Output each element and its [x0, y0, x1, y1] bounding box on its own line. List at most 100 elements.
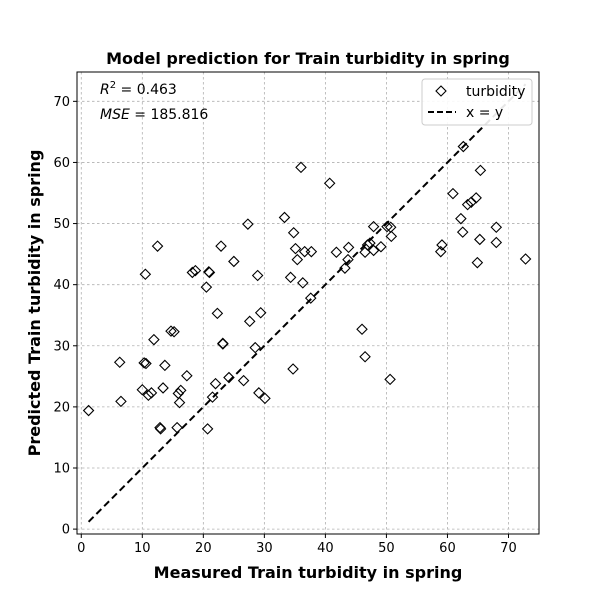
data-point-marker: [375, 241, 387, 253]
data-point-marker: [385, 230, 398, 243]
data-point-marker: [206, 391, 219, 403]
mse-value: = 185.816: [130, 107, 209, 123]
data-point-marker: [323, 177, 336, 189]
legend-label-turbidity: turbidity: [466, 84, 525, 100]
data-point-marker: [251, 269, 264, 282]
data-point-marker: [289, 242, 302, 255]
y-tick-label: 40: [53, 278, 70, 293]
data-point-marker: [295, 161, 307, 174]
x-tick-label: 70: [500, 541, 517, 556]
data-point-marker: [249, 341, 261, 354]
mse-label: MSE: [100, 107, 130, 123]
data-point-marker: [209, 377, 222, 390]
data-point-marker: [165, 325, 177, 337]
data-point-marker: [82, 404, 95, 417]
data-point-marker: [168, 325, 180, 338]
data-point-marker: [339, 262, 351, 274]
data-point-marker: [287, 226, 300, 239]
x-axis-label: Measured Train turbidity in spring: [154, 563, 463, 582]
data-point-marker: [157, 382, 169, 394]
data-point-marker: [330, 246, 343, 259]
data-point-marker: [115, 395, 127, 408]
r2-annotation: R2 = 0.463: [100, 80, 177, 98]
data-point-marker: [470, 192, 482, 204]
x-tick-label: 10: [134, 541, 151, 556]
data-point-marker: [223, 371, 235, 384]
data-point-marker: [145, 387, 158, 399]
data-point-marker: [215, 240, 227, 252]
data-point-marker: [356, 323, 368, 336]
data-point-marker: [359, 351, 371, 363]
y-tick-label: 70: [53, 95, 70, 110]
data-point-marker: [142, 389, 155, 402]
r2-label: R: [100, 82, 110, 98]
data-point-marker: [201, 423, 214, 435]
data-point-marker: [228, 255, 240, 268]
data-point-marker: [381, 220, 393, 233]
data-point-marker: [471, 256, 484, 269]
data-point-marker: [519, 253, 532, 265]
y-tick-label: 10: [53, 462, 70, 477]
y-axis-label: Predicted Train turbidity in spring: [25, 150, 44, 457]
data-point-marker: [457, 140, 470, 153]
data-point-marker: [367, 244, 380, 257]
legend-box: [421, 78, 533, 126]
data-point-marker: [113, 356, 126, 369]
mse-annotation: MSE = 185.816: [100, 107, 208, 123]
data-point-marker: [138, 357, 150, 369]
data-point-marker: [200, 281, 213, 293]
data-point-marker: [259, 392, 271, 405]
legend-diamond-icon: [435, 85, 447, 97]
y-tick-label: 50: [53, 217, 70, 232]
y-tick-label: 20: [53, 400, 70, 415]
data-point-marker: [342, 253, 354, 266]
data-point-marker: [173, 396, 186, 409]
data-point-marker: [287, 363, 299, 375]
data-point-marker: [140, 357, 152, 370]
data-point-marker: [342, 241, 355, 254]
data-point-marker: [186, 266, 199, 279]
data-point-marker: [364, 237, 376, 249]
data-point-marker: [284, 271, 297, 284]
data-point-marker: [305, 245, 318, 258]
y-tick-label: 0: [62, 523, 70, 538]
data-point-marker: [447, 187, 459, 200]
tick-layer: 0 10 20 30 40 50 60 70 0 10 20 30 40 50 60 70: [53, 95, 516, 556]
data-point-marker: [456, 226, 469, 238]
x-tick-label: 20: [195, 541, 212, 556]
y-tick-label: 60: [53, 156, 70, 171]
data-point-marker: [361, 239, 374, 251]
data-point-marker: [159, 359, 171, 372]
x-tick-label: 40: [317, 541, 334, 556]
data-point-marker: [189, 264, 202, 277]
data-point-marker: [474, 233, 486, 246]
x-tick-label: 60: [439, 541, 456, 556]
data-point-marker: [211, 307, 224, 320]
y-tick-label: 30: [53, 339, 70, 354]
data-point-marker: [203, 266, 216, 279]
data-point-marker: [490, 221, 503, 233]
data-point-marker: [278, 211, 291, 224]
data-point-marker: [151, 240, 164, 252]
legend: turbidity x = y: [421, 78, 533, 126]
data-point-marker: [474, 164, 487, 177]
data-point-marker: [217, 337, 229, 350]
x-tick-label: 50: [378, 541, 395, 556]
data-point-marker: [384, 373, 396, 386]
chart-title: Model prediction for Train turbidity in …: [106, 49, 510, 68]
data-point-marker: [304, 292, 317, 304]
data-point-marker: [243, 315, 256, 328]
x-tick-label: 30: [256, 541, 273, 556]
r2-superscript: 2: [110, 80, 116, 91]
data-point-marker: [291, 253, 304, 266]
identity-reference-line: [87, 83, 527, 523]
data-point-marker: [242, 218, 254, 230]
legend-label-identity: x = y: [466, 105, 503, 121]
data-point-marker: [461, 198, 474, 211]
marker-layer: [82, 140, 532, 435]
data-point-marker: [436, 239, 448, 251]
grid-layer: [77, 72, 539, 534]
r2-value: = 0.463: [116, 82, 177, 98]
data-point-marker: [139, 268, 152, 281]
